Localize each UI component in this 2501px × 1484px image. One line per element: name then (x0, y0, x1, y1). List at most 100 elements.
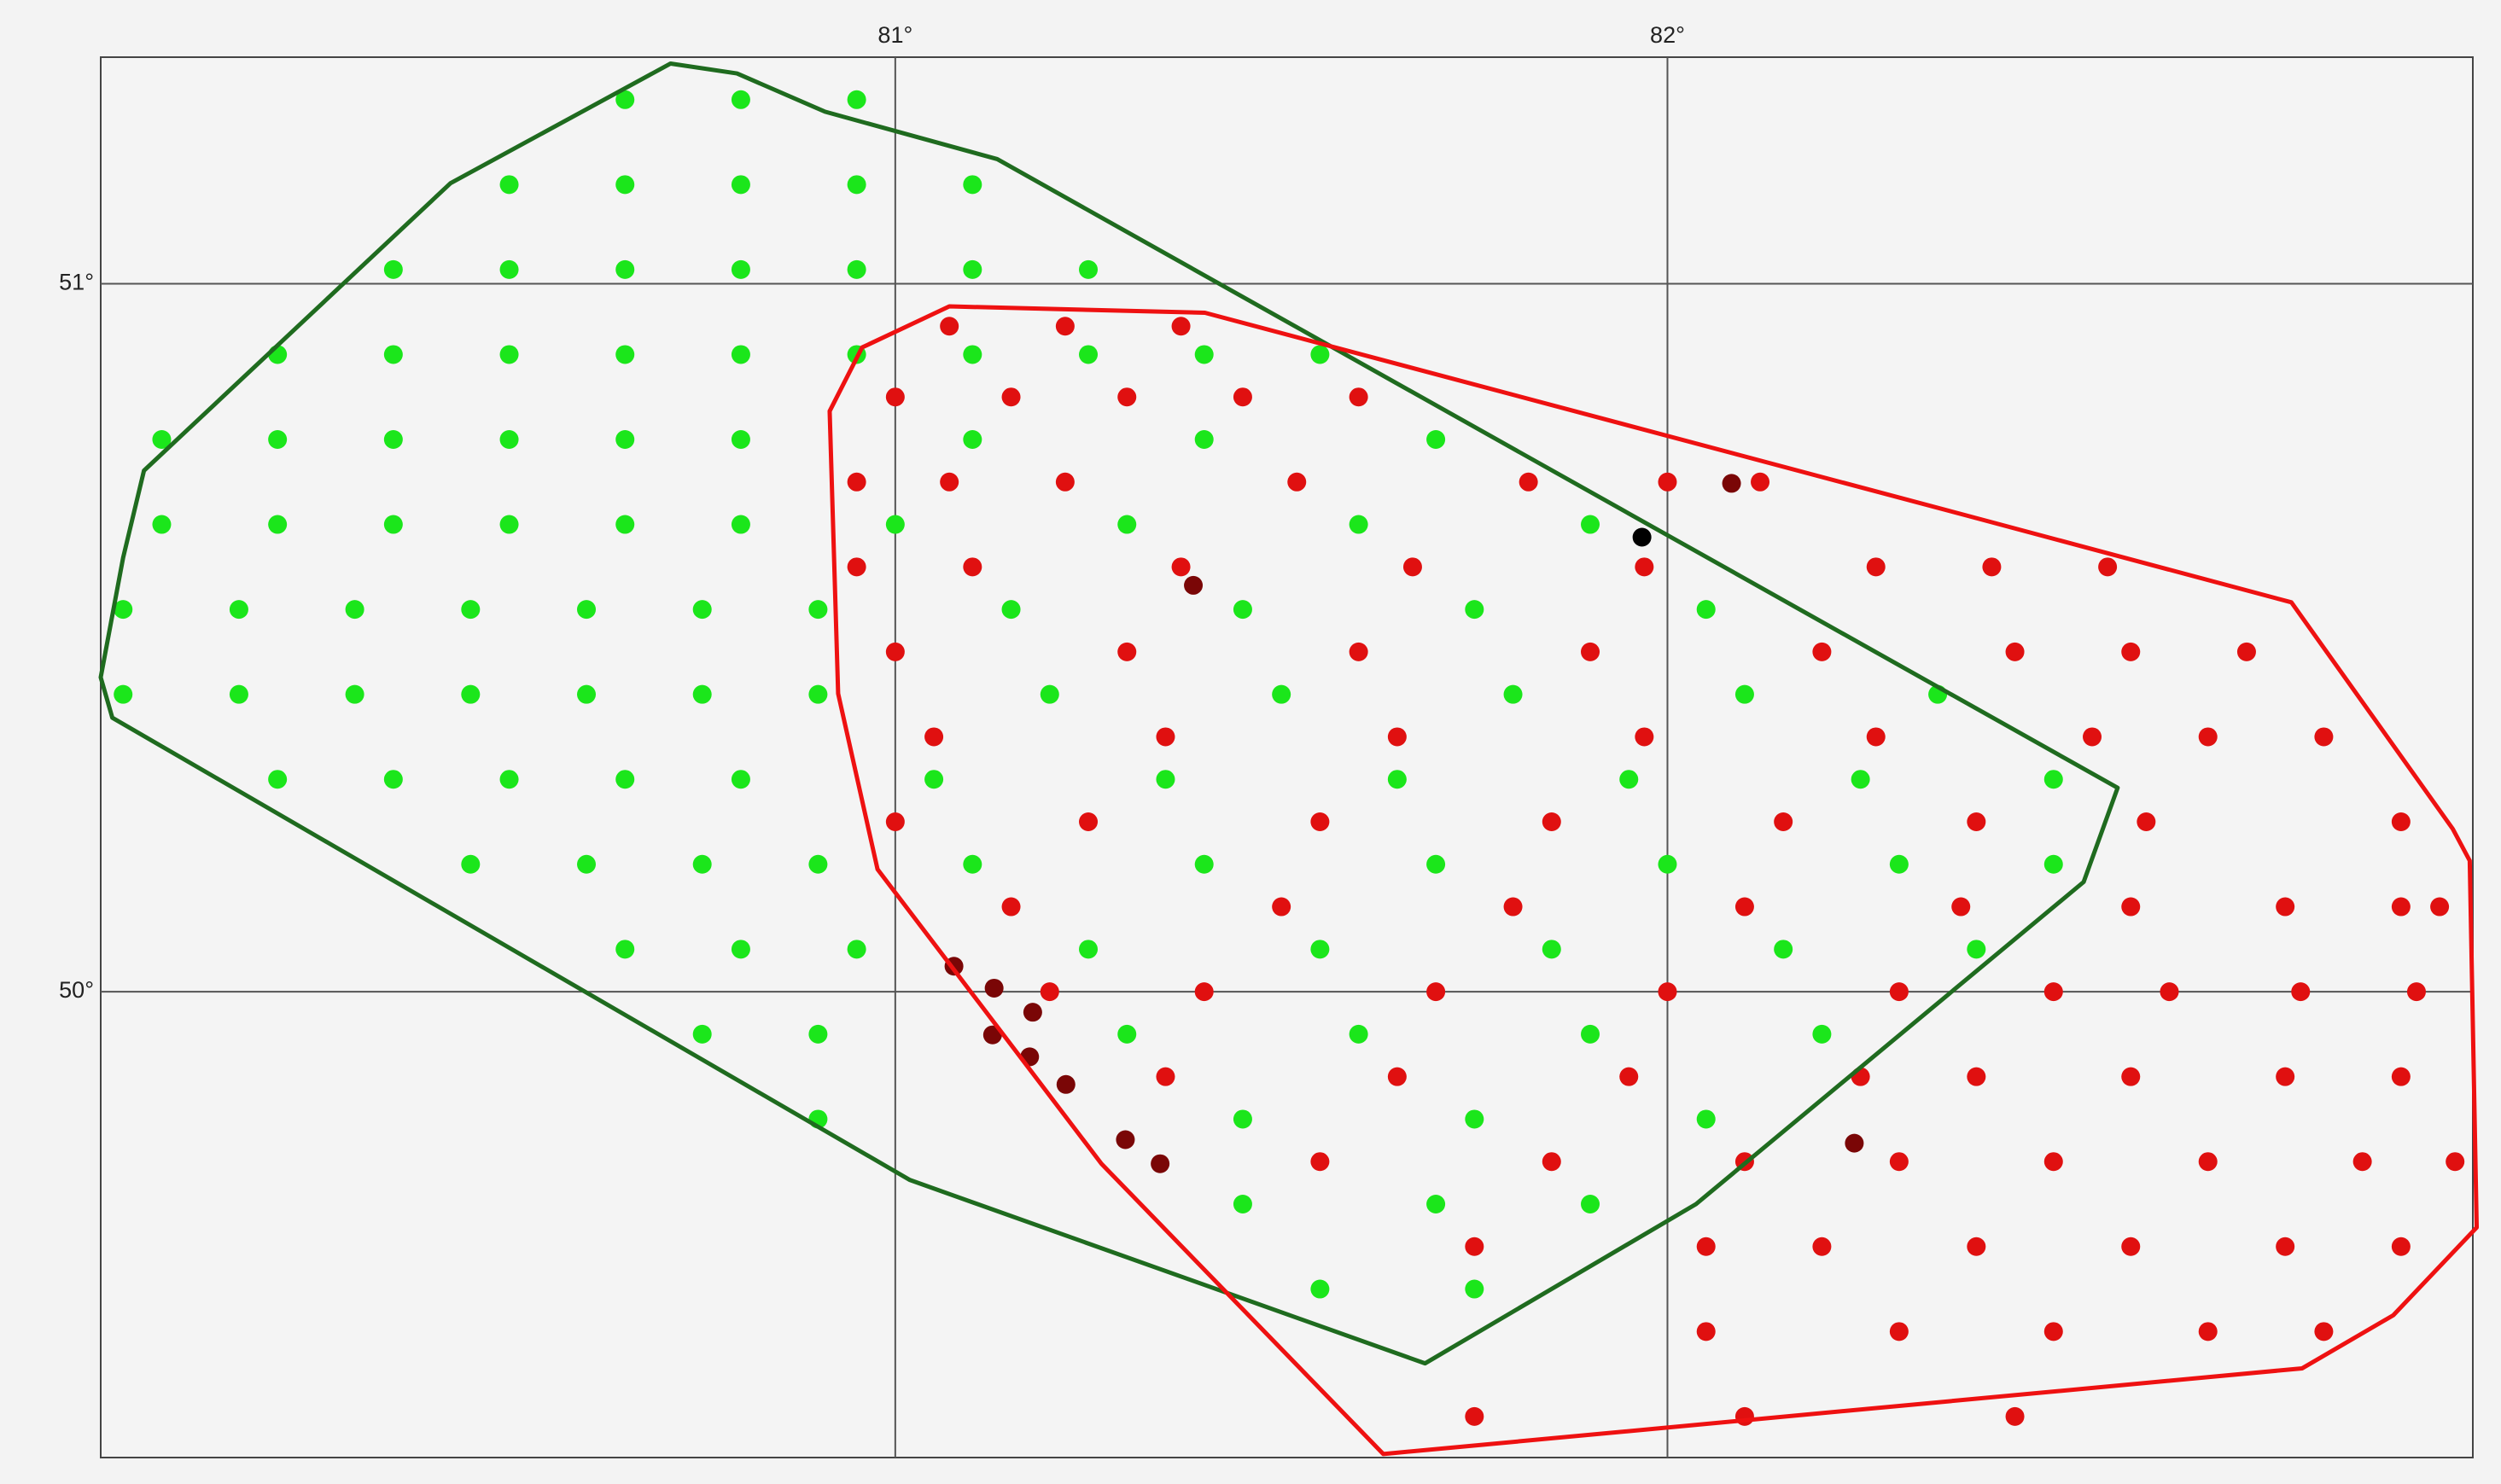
point (1851, 770, 1870, 789)
point (731, 345, 750, 364)
point (1635, 727, 1654, 747)
point (1310, 1152, 1330, 1172)
point (383, 345, 403, 364)
point (1184, 575, 1204, 595)
point (1951, 897, 1971, 917)
point (808, 854, 828, 874)
point (1117, 515, 1137, 534)
point (940, 317, 959, 336)
point (731, 90, 750, 109)
point (1774, 812, 1793, 831)
point (2276, 897, 2295, 917)
point (1465, 600, 1484, 620)
point (1967, 940, 1986, 959)
point (1503, 684, 1523, 704)
point (1734, 684, 1754, 704)
point (1310, 812, 1330, 831)
point (1387, 727, 1407, 747)
point (1402, 557, 1422, 577)
point (1349, 642, 1368, 661)
point (1889, 1322, 1909, 1341)
point (885, 387, 905, 407)
point (1426, 982, 1446, 1002)
point (499, 515, 519, 534)
point (1889, 1152, 1909, 1172)
point (808, 684, 828, 704)
point (2406, 982, 2426, 1002)
point (1503, 897, 1523, 917)
point (1658, 472, 1677, 492)
point (692, 1024, 712, 1044)
point (1751, 472, 1770, 492)
point (1194, 429, 1214, 449)
point (383, 429, 403, 449)
point (1287, 472, 1307, 492)
point (2391, 897, 2411, 917)
point (1055, 317, 1075, 336)
point (1040, 982, 1059, 1002)
point (1722, 474, 1741, 493)
point (152, 429, 172, 449)
point (2276, 1237, 2295, 1256)
y-tick-label: 51° (59, 270, 94, 295)
point (615, 770, 635, 789)
point (1696, 600, 1716, 620)
point (345, 600, 364, 620)
point (577, 684, 597, 704)
point (1465, 1237, 1484, 1256)
point (2137, 812, 2156, 831)
point (1581, 515, 1600, 534)
point (229, 684, 248, 704)
point (268, 429, 288, 449)
point (847, 472, 866, 492)
point (2005, 642, 2025, 661)
point (1619, 770, 1639, 789)
point (847, 940, 866, 959)
point (1194, 854, 1214, 874)
point (924, 727, 944, 747)
point (1519, 472, 1538, 492)
point (2043, 770, 2063, 789)
point (1079, 345, 1099, 364)
point (808, 600, 828, 620)
point (847, 259, 866, 279)
point (577, 600, 597, 620)
point (499, 259, 519, 279)
point (152, 515, 172, 534)
point (1889, 854, 1909, 874)
point (1156, 727, 1175, 747)
point (2276, 1067, 2295, 1086)
point (2430, 897, 2450, 917)
point (1465, 1406, 1484, 1426)
point (2098, 557, 2118, 577)
point (963, 259, 982, 279)
point (268, 770, 288, 789)
point (2160, 982, 2179, 1002)
point (2236, 642, 2256, 661)
point (2121, 1067, 2141, 1086)
point (1055, 472, 1075, 492)
point (2198, 727, 2218, 747)
hull (98, 61, 2120, 1366)
point (885, 515, 905, 534)
point (1967, 1067, 1986, 1086)
point (2446, 1152, 2465, 1172)
point (1635, 557, 1654, 577)
point (2083, 727, 2102, 747)
point (2005, 1406, 2025, 1426)
point (2314, 1322, 2334, 1341)
point (1001, 600, 1021, 620)
point (1233, 387, 1252, 407)
point (1658, 982, 1677, 1002)
point (1272, 897, 1291, 917)
point (1967, 1237, 1986, 1256)
point (1426, 854, 1446, 874)
point (1967, 812, 1986, 831)
point (615, 259, 635, 279)
point (1349, 1024, 1368, 1044)
point (2391, 1067, 2411, 1086)
point (461, 600, 481, 620)
point (924, 770, 944, 789)
point (1845, 1133, 1864, 1153)
